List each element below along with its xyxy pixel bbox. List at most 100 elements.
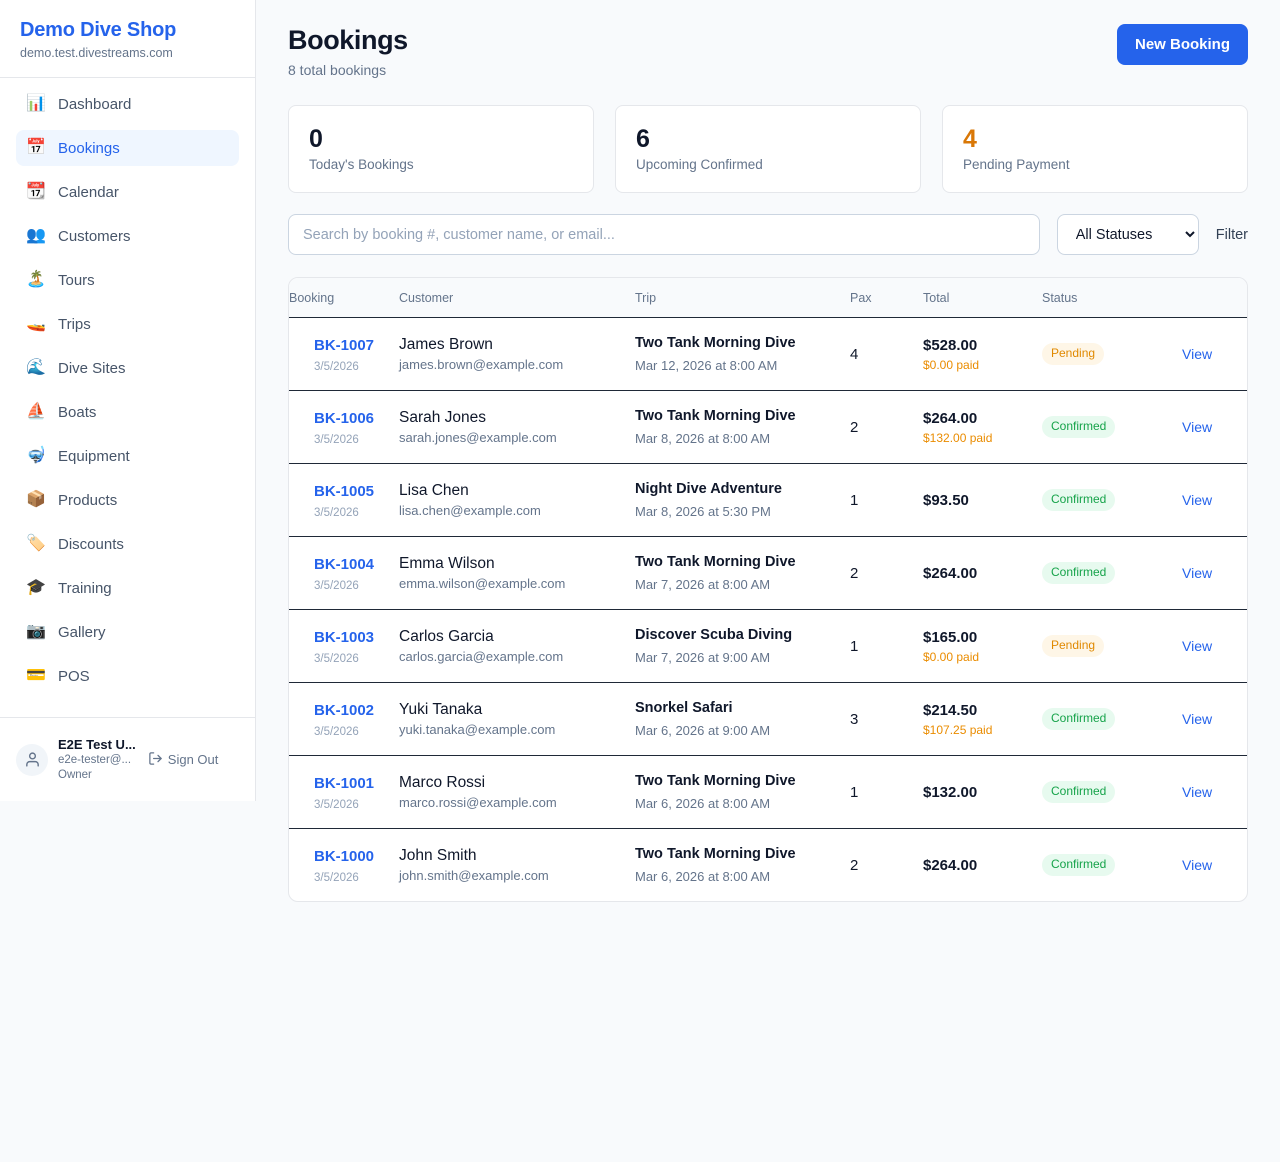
amount-paid: $132.00 paid (923, 430, 993, 445)
table-row[interactable]: BK-1001 3/5/2026 Marco Rossi marco.rossi@ex… (289, 755, 1247, 829)
view-booking-link[interactable]: View (1182, 491, 1213, 508)
booking-id-link[interactable]: BK-1007 (314, 336, 375, 354)
stat-card: 0 Today's Bookings (288, 105, 594, 193)
sidebar-nav: 📊 Dashboard 📅 Bookings 📆 Calendar 👥 Customers 🏝️… (0, 78, 255, 717)
bookings-table-card: Booking Customer Trip Pax Total Status BK-100… (288, 277, 1248, 902)
speedboat-icon: 🚤 (26, 315, 46, 332)
stat-card: 4 Pending Payment (942, 105, 1248, 193)
booking-date: 3/5/2026 (314, 652, 359, 665)
sidebar-item-bookings[interactable]: 📅 Bookings (16, 130, 239, 166)
total-amount: $214.50 (923, 701, 978, 719)
sailboat-icon: ⛵ (26, 403, 46, 420)
sidebar-item-discounts[interactable]: 🏷️ Discounts (16, 526, 239, 562)
stat-label: Today's Bookings (309, 157, 414, 172)
total-amount: $264.00 (923, 564, 978, 582)
stat-card-row: 0 Today's Bookings 6 Upcoming Confirmed 4 Pen… (288, 105, 1248, 193)
customer-name: Lisa Chen (399, 482, 469, 499)
trip-name: Two Tank Morning Dive (635, 408, 796, 424)
booking-id-link[interactable]: BK-1004 (314, 555, 375, 573)
column-header-total: Total (923, 278, 1042, 318)
sidebar-item-label: Equipment (58, 447, 130, 465)
customer-name: Sarah Jones (399, 409, 487, 426)
table-row[interactable]: BK-1000 3/5/2026 John Smith john.smith@exam… (289, 829, 1247, 902)
sidebar-item-pos[interactable]: 💳 POS (16, 658, 239, 694)
pax-count: 2 (850, 418, 859, 436)
sidebar-item-training[interactable]: 🎓 Training (16, 570, 239, 606)
sidebar-item-calendar[interactable]: 📆 Calendar (16, 174, 239, 210)
stat-value: 0 (309, 125, 323, 153)
booking-date: 3/5/2026 (314, 871, 359, 884)
sidebar-item-label: Discounts (58, 535, 124, 553)
view-booking-link[interactable]: View (1182, 345, 1213, 362)
booking-id-link[interactable]: BK-1002 (314, 701, 375, 719)
pax-count: 1 (850, 783, 859, 801)
sign-out-icon (148, 751, 163, 769)
user-name: E2E Test U... (58, 737, 136, 752)
sidebar-item-equipment[interactable]: 🤿 Equipment (16, 438, 239, 474)
view-booking-link[interactable]: View (1182, 783, 1213, 800)
booking-id-link[interactable]: BK-1005 (314, 482, 375, 500)
sidebar-item-tours[interactable]: 🏝️ Tours (16, 262, 239, 298)
booking-date: 3/5/2026 (314, 725, 359, 738)
sign-out-label: Sign Out (167, 752, 219, 767)
customer-email: carlos.garcia@example.com (399, 649, 564, 664)
view-booking-link[interactable]: View (1182, 856, 1213, 873)
status-filter-select[interactable]: All StatusesPendingConfirmedCancelledCom… (1056, 214, 1199, 255)
booking-id-link[interactable]: BK-1000 (314, 847, 375, 865)
sidebar-item-customers[interactable]: 👥 Customers (16, 218, 239, 254)
trip-datetime: Mar 8, 2026 at 5:30 PM (635, 504, 771, 519)
sidebar-item-boats[interactable]: ⛵ Boats (16, 394, 239, 430)
amount-paid: $107.25 paid (923, 722, 993, 737)
view-booking-link[interactable]: View (1182, 418, 1213, 435)
sidebar-item-products[interactable]: 📦 Products (16, 482, 239, 518)
booking-date: 3/5/2026 (314, 506, 359, 519)
booking-id-link[interactable]: BK-1003 (314, 628, 375, 646)
table-row[interactable]: BK-1006 3/5/2026 Sarah Jones sarah.jones@ex… (289, 390, 1247, 464)
stat-value: 6 (636, 125, 650, 153)
view-booking-link[interactable]: View (1182, 637, 1213, 654)
brand-block[interactable]: Demo Dive Shop demo.test.divestreams.com (0, 0, 255, 78)
new-booking-button[interactable]: New Booking (1116, 24, 1248, 65)
booking-date: 3/5/2026 (314, 579, 359, 592)
pax-count: 4 (850, 345, 859, 363)
page-title: Bookings (288, 25, 408, 55)
table-row[interactable]: BK-1005 3/5/2026 Lisa Chen lisa.chen@exampl… (289, 463, 1247, 537)
sidebar-item-label: Tours (58, 271, 95, 289)
table-header-row: Booking Customer Trip Pax Total Status (289, 278, 1247, 318)
sidebar-item-gallery[interactable]: 📷 Gallery (16, 614, 239, 650)
search-input[interactable] (288, 214, 1040, 255)
bar-chart-icon: 📊 (26, 95, 46, 112)
page-header-text: Bookings 8 total bookings (288, 24, 408, 80)
filter-button[interactable]: Filter (1215, 226, 1248, 243)
sidebar-item-dashboard[interactable]: 📊 Dashboard (16, 86, 239, 122)
view-booking-link[interactable]: View (1182, 564, 1213, 581)
total-amount: $165.00 (923, 628, 978, 646)
view-booking-link[interactable]: View (1182, 710, 1213, 727)
trip-datetime: Mar 7, 2026 at 9:00 AM (635, 650, 771, 665)
brand-title: Demo Dive Shop (20, 19, 177, 41)
pax-count: 2 (850, 564, 859, 582)
table-row[interactable]: BK-1004 3/5/2026 Emma Wilson emma.wilson@ex… (289, 536, 1247, 610)
sidebar-item-trips[interactable]: 🚤 Trips (16, 306, 239, 342)
tear-off-calendar-icon: 📆 (26, 183, 46, 200)
main-content: Bookings 8 total bookings New Booking 0 T… (256, 0, 1280, 902)
bookings-table: Booking Customer Trip Pax Total Status BK-100… (289, 278, 1247, 902)
booking-id-link[interactable]: BK-1006 (314, 409, 375, 427)
table-row[interactable]: BK-1002 3/5/2026 Yuki Tanaka yuki.tanaka@ex… (289, 682, 1247, 756)
trip-datetime: Mar 8, 2026 at 8:00 AM (635, 431, 771, 446)
table-row[interactable]: BK-1003 3/5/2026 Carlos Garcia carlos.garci… (289, 609, 1247, 683)
amount-paid: $0.00 paid (923, 649, 980, 664)
booking-id-link[interactable]: BK-1001 (314, 774, 375, 792)
user-meta: E2E Test U... e2e-tester@... Owner (58, 736, 136, 783)
pax-count: 2 (850, 856, 859, 874)
column-header-status: Status (1042, 278, 1182, 318)
table-row[interactable]: BK-1007 3/5/2026 James Brown james.brown@ex… (289, 317, 1247, 391)
customer-name: James Brown (399, 336, 493, 353)
customer-email: yuki.tanaka@example.com (399, 722, 556, 737)
trip-name: Night Dive Adventure (635, 481, 782, 497)
pax-count: 1 (850, 491, 859, 509)
camera-icon: 📷 (26, 623, 46, 640)
sign-out-button[interactable]: Sign Out (148, 751, 219, 769)
sidebar-item-dive-sites[interactable]: 🌊 Dive Sites (16, 350, 239, 386)
customer-email: sarah.jones@example.com (399, 430, 557, 445)
